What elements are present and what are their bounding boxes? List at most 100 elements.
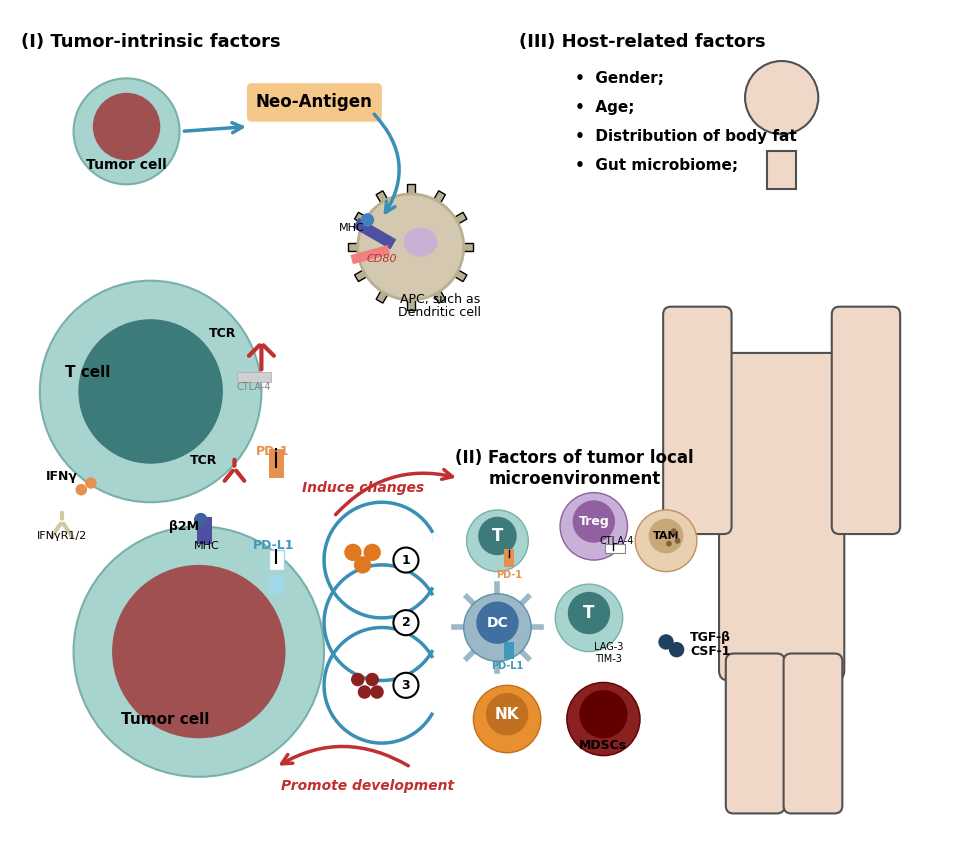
Circle shape — [579, 690, 628, 738]
Circle shape — [393, 610, 418, 636]
Bar — [197, 517, 212, 544]
Circle shape — [194, 513, 208, 526]
FancyArrow shape — [407, 184, 414, 199]
Circle shape — [669, 642, 684, 657]
Bar — [606, 544, 625, 553]
FancyArrow shape — [451, 267, 467, 281]
Bar — [350, 245, 390, 264]
Circle shape — [358, 685, 371, 699]
FancyArrow shape — [355, 267, 371, 281]
Text: Treg: Treg — [578, 515, 610, 528]
Circle shape — [364, 544, 381, 561]
Circle shape — [361, 213, 374, 227]
Circle shape — [393, 673, 418, 697]
Text: (I) Tumor-intrinsic factors: (I) Tumor-intrinsic factors — [21, 33, 280, 51]
Circle shape — [358, 194, 464, 300]
Circle shape — [354, 556, 371, 574]
Bar — [768, 150, 796, 189]
Circle shape — [658, 634, 674, 649]
Text: Tumor cell: Tumor cell — [86, 158, 167, 172]
Circle shape — [467, 510, 528, 572]
Text: Promote development: Promote development — [280, 779, 454, 794]
Text: PD-L1: PD-L1 — [254, 539, 295, 552]
Bar — [269, 449, 283, 478]
Circle shape — [112, 565, 285, 738]
Ellipse shape — [404, 228, 437, 256]
Text: PD-1: PD-1 — [496, 569, 522, 580]
Text: CSF-1: CSF-1 — [690, 645, 730, 658]
Circle shape — [746, 61, 818, 134]
Circle shape — [370, 685, 384, 699]
Text: TGF-β: TGF-β — [690, 630, 731, 643]
Text: DC: DC — [486, 616, 508, 630]
Text: APC, such as: APC, such as — [399, 293, 479, 306]
FancyArrow shape — [459, 243, 474, 251]
Text: NK: NK — [495, 707, 520, 722]
Text: TCR: TCR — [189, 454, 217, 467]
FancyBboxPatch shape — [247, 83, 382, 122]
Text: •  Gender;: • Gender; — [574, 71, 663, 86]
Text: 3: 3 — [402, 679, 411, 691]
Circle shape — [40, 280, 261, 502]
Bar — [269, 550, 283, 569]
Text: PD-L1: PD-L1 — [491, 661, 523, 671]
Text: T: T — [583, 604, 594, 622]
Circle shape — [393, 548, 418, 573]
Bar — [269, 574, 283, 593]
FancyBboxPatch shape — [832, 307, 901, 534]
FancyBboxPatch shape — [725, 654, 785, 814]
Circle shape — [85, 477, 97, 488]
Circle shape — [74, 78, 180, 184]
Circle shape — [666, 541, 672, 547]
Text: Neo-Antigen: Neo-Antigen — [256, 94, 373, 112]
Circle shape — [478, 517, 517, 556]
FancyArrow shape — [348, 243, 363, 251]
Circle shape — [78, 319, 223, 464]
FancyArrow shape — [355, 212, 371, 226]
FancyArrow shape — [376, 286, 390, 303]
Text: MHC: MHC — [339, 223, 365, 233]
Circle shape — [93, 93, 160, 160]
Circle shape — [345, 544, 362, 561]
Text: MHC: MHC — [193, 541, 219, 550]
Text: IFNγ: IFNγ — [46, 470, 78, 482]
Text: Induce changes: Induce changes — [301, 481, 424, 494]
Circle shape — [675, 538, 680, 544]
Text: CTLA-4: CTLA-4 — [600, 536, 634, 546]
Text: 1: 1 — [402, 554, 411, 567]
Text: CTLA-4: CTLA-4 — [236, 382, 271, 391]
Text: 2: 2 — [402, 616, 411, 630]
Circle shape — [74, 526, 324, 777]
FancyBboxPatch shape — [784, 654, 842, 814]
FancyBboxPatch shape — [719, 353, 844, 680]
Circle shape — [464, 593, 531, 661]
Text: •  Distribution of body fat: • Distribution of body fat — [574, 129, 796, 144]
Circle shape — [560, 493, 628, 560]
Text: (III) Host-related factors: (III) Host-related factors — [519, 33, 766, 51]
Text: β2M: β2M — [169, 519, 199, 533]
Bar — [237, 372, 271, 382]
Circle shape — [649, 519, 683, 553]
Circle shape — [366, 673, 379, 686]
Bar — [504, 550, 514, 567]
Circle shape — [567, 683, 640, 756]
Text: TCR: TCR — [210, 327, 236, 341]
Text: IFNγR1/2: IFNγR1/2 — [37, 531, 87, 541]
Circle shape — [477, 601, 519, 644]
FancyArrow shape — [407, 295, 414, 310]
Text: (II) Factors of tumor local
microenvironment: (II) Factors of tumor local microenviron… — [456, 449, 694, 488]
Circle shape — [555, 584, 623, 652]
Bar — [353, 218, 396, 249]
FancyArrow shape — [376, 191, 390, 207]
Text: CD80: CD80 — [367, 254, 397, 263]
Bar — [504, 642, 514, 660]
FancyBboxPatch shape — [663, 307, 731, 534]
Circle shape — [568, 592, 611, 634]
Text: Dendritic cell: Dendritic cell — [398, 306, 481, 319]
Text: LAG-3: LAG-3 — [593, 642, 623, 652]
Text: MDSCs: MDSCs — [579, 740, 628, 752]
Circle shape — [76, 484, 87, 495]
FancyArrow shape — [432, 191, 445, 207]
Text: T: T — [492, 527, 503, 545]
Circle shape — [351, 673, 365, 686]
